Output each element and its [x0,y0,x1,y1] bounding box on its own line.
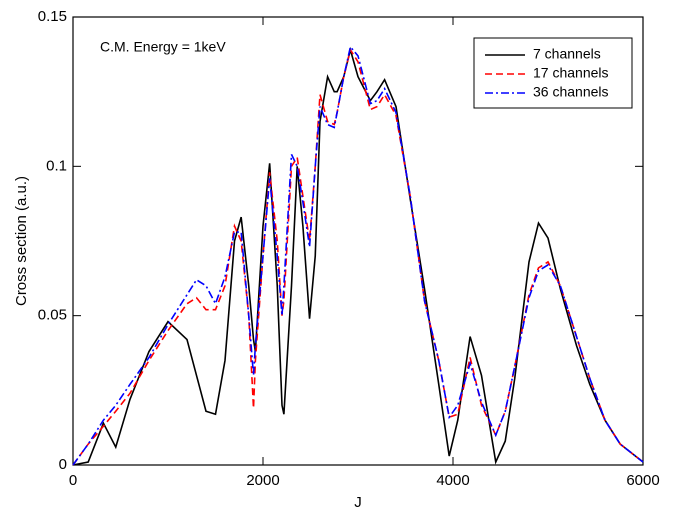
series-line [72,47,644,466]
y-axis-label: Cross section (a.u.) [13,176,30,306]
x-tick-label: 6000 [626,472,659,489]
legend-label: 17 channels [533,65,609,81]
x-tick-label: 2000 [246,472,279,489]
annotation: C.M. Energy = 1keV [100,39,226,55]
x-tick-label: 0 [69,472,77,489]
y-tick-label: 0 [59,456,67,473]
legend-label: 36 channels [533,84,609,100]
series-line [72,45,644,466]
plot-frame [72,16,644,466]
x-tick-label: 4000 [436,472,469,489]
series-line [72,46,644,466]
legend-box [473,37,633,109]
y-tick-label: 0.1 [46,157,67,174]
x-axis-label: J [354,494,362,511]
legend-label: 7 channels [533,46,601,62]
y-tick-label: 0.15 [38,8,67,25]
y-tick-label: 0.05 [38,307,67,324]
